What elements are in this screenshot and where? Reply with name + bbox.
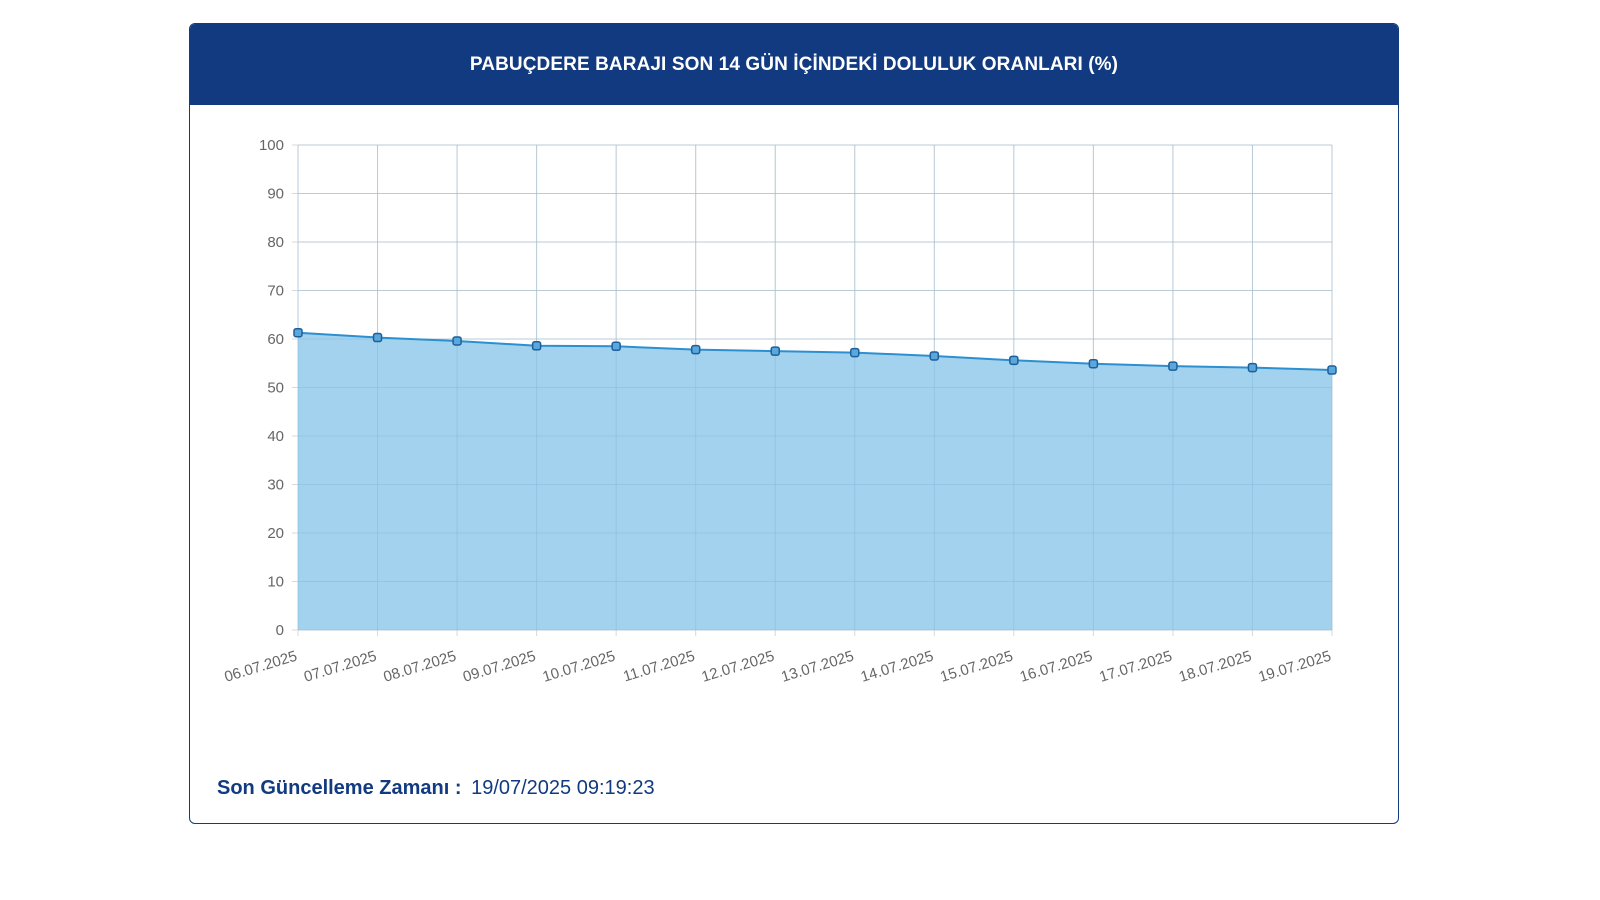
y-tick-label: 90 xyxy=(267,186,284,203)
series-area xyxy=(298,332,1332,630)
x-tick-label: 11.07.2025 xyxy=(621,648,697,686)
y-tick-label: 60 xyxy=(267,331,284,348)
x-tick-label: 16.07.2025 xyxy=(1018,648,1095,686)
chart-title: PABUÇDERE BARAJI SON 14 GÜN İÇİNDEKİ DOL… xyxy=(190,24,1398,105)
y-tick-label: 20 xyxy=(267,525,284,542)
data-point[interactable] xyxy=(293,327,303,338)
data-point[interactable] xyxy=(452,336,462,346)
x-tick-label: 19.07.2025 xyxy=(1256,648,1333,686)
y-tick-label: 70 xyxy=(267,283,284,300)
x-tick-label: 18.07.2025 xyxy=(1177,648,1254,686)
y-tick-label: 30 xyxy=(267,477,284,494)
y-tick-label: 100 xyxy=(259,137,284,154)
data-point[interactable] xyxy=(372,332,383,343)
data-point[interactable] xyxy=(1168,361,1178,371)
data-point[interactable] xyxy=(770,346,780,356)
y-tick-label: 80 xyxy=(267,234,284,251)
x-tick-label: 06.07.2025 xyxy=(222,648,299,686)
chart-card: PABUÇDERE BARAJI SON 14 GÜN İÇİNDEKİ DOL… xyxy=(189,23,1399,824)
x-tick-label: 12.07.2025 xyxy=(700,648,777,686)
y-tick-label: 10 xyxy=(267,574,284,591)
occupancy-chart: 0 10 20 30 40 50 60 70 80 90 100 06.07.2025 07.07.20… xyxy=(222,137,1337,686)
data-point[interactable] xyxy=(531,341,542,351)
data-point[interactable] xyxy=(850,347,860,358)
x-tick-label: 14.07.2025 xyxy=(859,648,936,686)
x-tick-label: 15.07.2025 xyxy=(938,648,1015,686)
data-point[interactable] xyxy=(1088,358,1099,369)
last-update-label: Son Güncelleme Zamanı : xyxy=(217,777,462,799)
last-update: Son Güncelleme Zamanı : 19/07/2025 09:19… xyxy=(217,777,655,800)
data-point[interactable] xyxy=(1009,355,1019,366)
data-point[interactable] xyxy=(690,344,701,355)
x-tick-label: 08.07.2025 xyxy=(381,648,458,686)
x-tick-label: 10.07.2025 xyxy=(541,648,618,686)
last-update-value: 19/07/2025 09:19:23 xyxy=(471,777,655,799)
y-tick-label: 50 xyxy=(267,380,284,397)
x-tick-label: 09.07.2025 xyxy=(461,648,538,686)
x-tick-label: 17.07.2025 xyxy=(1097,648,1174,686)
data-point[interactable] xyxy=(611,341,621,352)
y-tick-label: 40 xyxy=(267,428,284,445)
x-tick-label: 07.07.2025 xyxy=(302,648,379,686)
data-point[interactable] xyxy=(929,351,940,361)
data-point[interactable] xyxy=(1327,365,1337,375)
y-tick-label: 0 xyxy=(276,622,284,639)
data-point[interactable] xyxy=(1247,362,1258,373)
x-tick-label: 13.07.2025 xyxy=(779,648,856,686)
series-line xyxy=(297,331,1333,372)
